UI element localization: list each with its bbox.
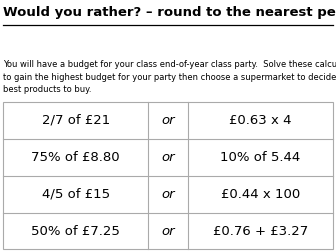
Text: 2/7 of £21: 2/7 of £21 bbox=[42, 114, 110, 127]
Text: Would you rather? – round to the nearest penny: Would you rather? – round to the nearest… bbox=[3, 6, 336, 19]
Text: 10% of 5.44: 10% of 5.44 bbox=[220, 151, 300, 164]
Text: 4/5 of £15: 4/5 of £15 bbox=[42, 188, 110, 201]
Text: or: or bbox=[161, 151, 175, 164]
Text: £0.63 x 4: £0.63 x 4 bbox=[229, 114, 291, 127]
Text: 50% of £7.25: 50% of £7.25 bbox=[31, 225, 120, 238]
Text: or: or bbox=[161, 114, 175, 127]
Text: or: or bbox=[161, 188, 175, 201]
Text: 75% of £8.80: 75% of £8.80 bbox=[32, 151, 120, 164]
Text: You will have a budget for your class end-of-year class party.  Solve these calc: You will have a budget for your class en… bbox=[3, 60, 336, 94]
Text: or: or bbox=[161, 225, 175, 238]
Text: £0.76 + £3.27: £0.76 + £3.27 bbox=[213, 225, 308, 238]
Text: £0.44 x 100: £0.44 x 100 bbox=[220, 188, 300, 201]
Bar bbox=[3, 102, 333, 249]
